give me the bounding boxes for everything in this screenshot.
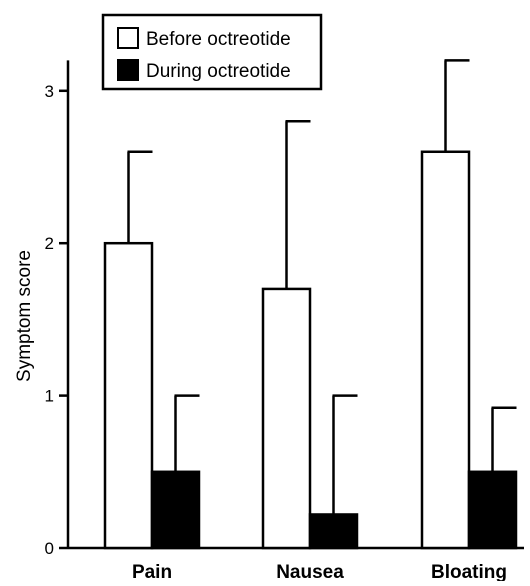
bar-nausea-during [308,513,359,550]
category-label-pain: Pain [132,562,172,581]
bar-bloating-during [467,470,518,550]
y-tick-label-3: 3 [45,82,54,101]
y-tick-label-1: 1 [45,387,54,406]
y-tick-label-0: 0 [45,539,54,558]
legend-swatch-before [117,27,139,49]
bar-pain-during [150,470,201,550]
bar-bloating-before [420,150,471,550]
legend-frame [101,13,323,91]
y-tick-label-2: 2 [45,234,54,253]
bar-pain-before [103,241,154,550]
bar-nausea-before [261,287,312,550]
legend-swatch-during [117,59,139,81]
category-label-nausea: Nausea [276,562,344,581]
y-axis-label: Symptom score [14,250,35,382]
legend: Before octreotide During octreotide [101,13,323,91]
legend-label-during: During octreotide [146,61,291,82]
category-label-bloating: Bloating [431,562,507,581]
legend-label-before: Before octreotide [146,29,291,50]
plot-area: 0 1 2 3 Pain Nausea Bloating [45,59,524,583]
